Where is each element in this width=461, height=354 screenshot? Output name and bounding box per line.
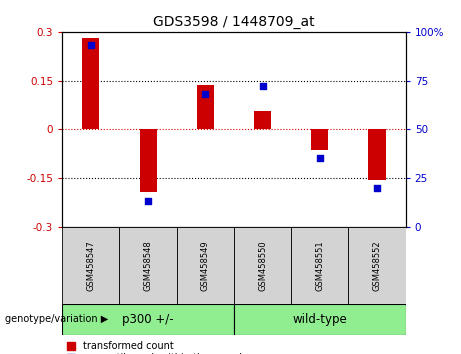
Text: GSM458550: GSM458550 xyxy=(258,240,267,291)
Text: GSM458547: GSM458547 xyxy=(86,240,95,291)
Text: GSM458551: GSM458551 xyxy=(315,240,325,291)
Bar xyxy=(140,129,157,193)
FancyBboxPatch shape xyxy=(234,227,291,304)
Legend: transformed count, percentile rank within the sample: transformed count, percentile rank withi… xyxy=(67,341,248,354)
Point xyxy=(201,91,209,97)
Bar xyxy=(254,112,271,129)
Bar xyxy=(197,85,214,129)
Point xyxy=(87,43,95,48)
Text: GSM458552: GSM458552 xyxy=(372,240,382,291)
Point xyxy=(373,185,381,190)
FancyBboxPatch shape xyxy=(177,227,234,304)
FancyBboxPatch shape xyxy=(234,304,406,335)
FancyBboxPatch shape xyxy=(291,227,349,304)
Text: wild-type: wild-type xyxy=(292,313,347,326)
FancyBboxPatch shape xyxy=(349,227,406,304)
Point xyxy=(316,156,324,161)
FancyBboxPatch shape xyxy=(62,227,119,304)
FancyBboxPatch shape xyxy=(119,227,177,304)
Point xyxy=(259,84,266,89)
Point xyxy=(144,198,152,204)
Bar xyxy=(311,129,328,150)
Text: GSM458549: GSM458549 xyxy=(201,240,210,291)
Text: p300 +/-: p300 +/- xyxy=(122,313,174,326)
Text: GSM458548: GSM458548 xyxy=(143,240,153,291)
Bar xyxy=(368,129,386,179)
FancyBboxPatch shape xyxy=(62,304,234,335)
Title: GDS3598 / 1448709_at: GDS3598 / 1448709_at xyxy=(153,16,315,29)
Text: genotype/variation ▶: genotype/variation ▶ xyxy=(5,314,108,325)
Bar xyxy=(82,38,100,129)
